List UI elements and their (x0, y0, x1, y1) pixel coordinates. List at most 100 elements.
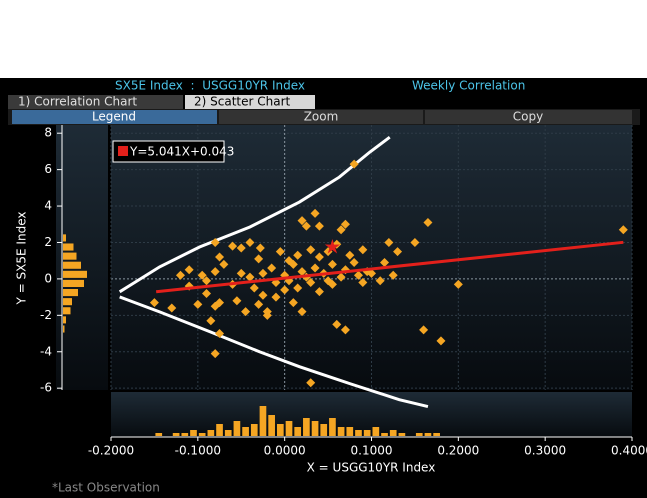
x-tick-label: 0.4000 (611, 444, 647, 458)
confidence-band (118, 136, 391, 294)
button-label[interactable]: Copy (513, 110, 543, 124)
point (167, 303, 177, 313)
x-histogram-bar (181, 433, 189, 436)
y-axis-label: Y = SX5E Index (15, 212, 29, 306)
y-histogram-bar (63, 298, 72, 306)
point (215, 298, 225, 308)
tab-label[interactable]: 1) Correlation Chart (18, 95, 137, 109)
point (210, 267, 220, 277)
x-histogram-bar (398, 433, 406, 436)
point (215, 252, 225, 262)
point (271, 292, 281, 302)
x-tick-label: 0.1000 (351, 444, 393, 458)
y-tick-label: 0 (44, 271, 52, 285)
point (267, 263, 277, 273)
x-histogram-bar (381, 433, 388, 436)
point (175, 270, 185, 280)
x-histogram-bar (329, 418, 336, 436)
point (241, 307, 251, 317)
x-histogram-bar (320, 424, 328, 436)
point (618, 225, 628, 235)
x-histogram-bar (155, 433, 163, 436)
point (206, 316, 216, 326)
x-histogram-bar (294, 427, 302, 436)
x-histogram-bar (433, 433, 440, 436)
y-histogram-bar (63, 252, 77, 260)
x-tick-label: 0.3000 (524, 444, 566, 458)
y-histogram-bar (63, 316, 66, 324)
y-histogram-bar (63, 289, 78, 297)
point (210, 349, 220, 359)
point (293, 250, 303, 260)
y-tick-label: -6 (40, 381, 52, 395)
x-histogram-bar (372, 427, 380, 436)
point (380, 258, 390, 268)
point (228, 241, 238, 251)
point (336, 225, 346, 235)
point (245, 272, 255, 282)
point (232, 296, 242, 306)
x-histogram-bar (389, 430, 397, 436)
x-histogram-bar (207, 430, 215, 436)
button-label[interactable]: Zoom (304, 110, 339, 124)
tab-label[interactable]: 2) Scatter Chart (194, 95, 291, 109)
x-histogram-bar (311, 421, 319, 436)
point (358, 278, 368, 288)
point (340, 219, 350, 229)
point (210, 237, 220, 247)
x-histogram-bar (346, 427, 354, 436)
x-tick-label: 0.0000 (264, 444, 306, 458)
tab-active[interactable] (185, 95, 315, 109)
y-histogram-bar (63, 243, 74, 251)
point (258, 290, 268, 300)
point (297, 267, 307, 277)
point (353, 270, 363, 280)
x-histogram-bar (303, 418, 310, 436)
point (314, 252, 324, 262)
point (255, 243, 265, 253)
point (453, 279, 463, 289)
y-tick-label: 6 (44, 162, 52, 176)
x-histogram-bar (233, 421, 241, 436)
button-label[interactable]: Legend (92, 110, 136, 124)
x-tick-label: 0.2000 (437, 444, 479, 458)
y-histogram-bar (63, 270, 87, 278)
y-tick-label: 8 (44, 126, 52, 140)
point (314, 221, 324, 231)
point (419, 325, 429, 335)
point (288, 259, 298, 269)
point (215, 329, 225, 339)
tab[interactable] (8, 95, 183, 109)
last-observation (324, 239, 341, 254)
point (275, 247, 285, 257)
confidence-band (119, 295, 429, 409)
point (306, 378, 316, 388)
point (340, 325, 350, 335)
x-histogram-bar (216, 424, 223, 436)
x-histogram-bar (285, 421, 293, 436)
point (436, 336, 446, 346)
point (301, 221, 311, 231)
point (384, 237, 394, 247)
button[interactable] (12, 110, 217, 124)
point (388, 270, 398, 280)
button[interactable] (219, 110, 423, 124)
point (310, 208, 320, 218)
point (193, 299, 203, 309)
point (327, 279, 337, 289)
point (219, 259, 229, 269)
point (297, 216, 307, 226)
button[interactable] (425, 110, 632, 124)
point (349, 258, 359, 268)
point (306, 278, 316, 288)
point (254, 254, 264, 264)
point (236, 268, 246, 278)
y-histogram-bar (63, 234, 66, 242)
x-histogram-bar (224, 430, 232, 436)
x-histogram-bar (355, 430, 362, 436)
x-histogram-bar (242, 427, 249, 436)
subtitle: Weekly Correlation (412, 79, 525, 93)
point (245, 237, 255, 247)
